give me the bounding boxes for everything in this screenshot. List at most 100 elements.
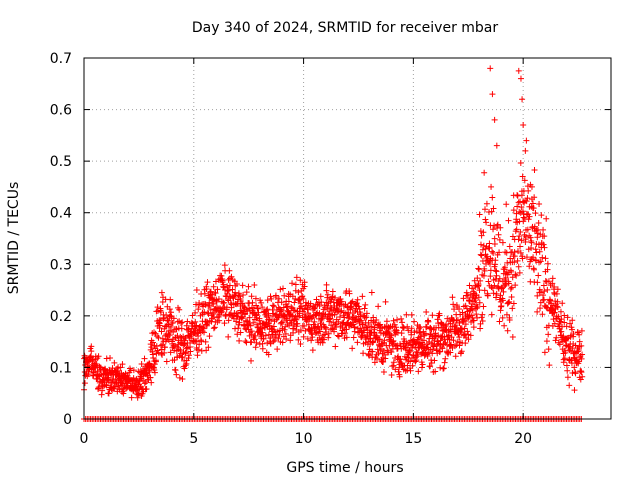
data-point <box>540 226 547 233</box>
data-point <box>479 318 486 324</box>
data-point <box>561 355 568 362</box>
data-point <box>538 212 545 219</box>
data-point <box>285 298 292 305</box>
data-point <box>491 116 498 123</box>
data-point <box>475 294 482 301</box>
data-points <box>81 65 586 422</box>
data-point <box>415 368 422 375</box>
data-point <box>292 281 299 288</box>
data-point <box>544 266 551 273</box>
data-point <box>287 337 294 344</box>
data-point <box>474 275 481 282</box>
data-point <box>176 374 183 381</box>
data-point <box>404 323 411 330</box>
data-point <box>574 348 581 355</box>
data-point <box>515 236 522 243</box>
data-point <box>204 309 211 316</box>
data-point <box>213 304 220 311</box>
data-point <box>192 309 199 316</box>
data-point <box>519 255 526 262</box>
x-tick-label: 15 <box>404 431 422 447</box>
data-point <box>497 224 504 231</box>
data-point <box>490 290 497 297</box>
data-point <box>377 321 384 328</box>
data-point <box>275 295 282 302</box>
data-point <box>481 206 488 213</box>
data-point <box>432 368 439 375</box>
data-point <box>348 299 355 306</box>
data-point <box>233 301 240 308</box>
data-point <box>496 318 503 325</box>
data-point <box>456 319 463 326</box>
data-point <box>448 341 455 348</box>
data-point <box>151 361 158 368</box>
data-point <box>458 348 465 355</box>
data-point <box>218 309 225 316</box>
data-point <box>236 293 243 300</box>
data-point <box>95 384 102 391</box>
data-point <box>489 248 496 255</box>
data-point <box>442 355 449 362</box>
y-axis-label: SRMTID / TECUs <box>6 182 22 295</box>
data-point <box>289 280 296 287</box>
data-point <box>371 326 378 333</box>
data-point <box>512 282 519 289</box>
data-point <box>496 249 503 256</box>
data-point <box>496 275 503 282</box>
data-point <box>158 328 165 335</box>
data-point <box>288 304 295 311</box>
data-point <box>395 368 402 375</box>
data-point <box>541 233 548 240</box>
data-point <box>436 312 443 319</box>
data-point <box>173 371 180 378</box>
data-point <box>202 338 209 345</box>
data-point <box>470 317 477 324</box>
x-tick-label: 0 <box>80 431 89 447</box>
data-point <box>257 297 264 304</box>
data-point <box>492 257 499 264</box>
data-point <box>404 362 411 369</box>
data-point <box>505 299 512 306</box>
data-point <box>493 142 500 149</box>
data-point <box>357 317 364 324</box>
data-point <box>488 183 495 190</box>
data-point <box>473 311 480 318</box>
data-point <box>534 279 541 286</box>
data-point <box>470 324 477 331</box>
data-point <box>336 313 343 320</box>
data-point <box>535 272 542 279</box>
data-point <box>551 284 558 291</box>
data-point <box>246 314 253 321</box>
data-point <box>252 344 259 351</box>
data-point <box>248 357 255 364</box>
data-point <box>245 283 252 290</box>
data-point <box>562 349 569 356</box>
data-point <box>388 332 395 339</box>
data-point <box>553 303 560 310</box>
data-point <box>115 382 122 389</box>
data-point <box>111 359 118 366</box>
data-point <box>494 222 501 229</box>
data-point <box>462 321 469 328</box>
data-point <box>508 284 515 291</box>
data-point <box>571 364 578 371</box>
data-point <box>239 282 246 289</box>
data-point <box>356 318 363 325</box>
data-point <box>429 312 436 319</box>
data-point <box>107 354 114 361</box>
data-point <box>559 300 566 307</box>
data-point <box>435 332 442 339</box>
data-point <box>532 246 539 253</box>
data-point <box>373 332 380 339</box>
data-point <box>201 309 208 316</box>
data-point <box>452 353 459 360</box>
data-point <box>171 347 178 354</box>
data-point <box>521 177 528 184</box>
data-point <box>411 318 418 325</box>
data-point <box>491 282 498 289</box>
data-point <box>382 355 389 362</box>
data-point <box>280 304 287 311</box>
data-point <box>187 348 194 355</box>
data-point <box>257 326 264 333</box>
